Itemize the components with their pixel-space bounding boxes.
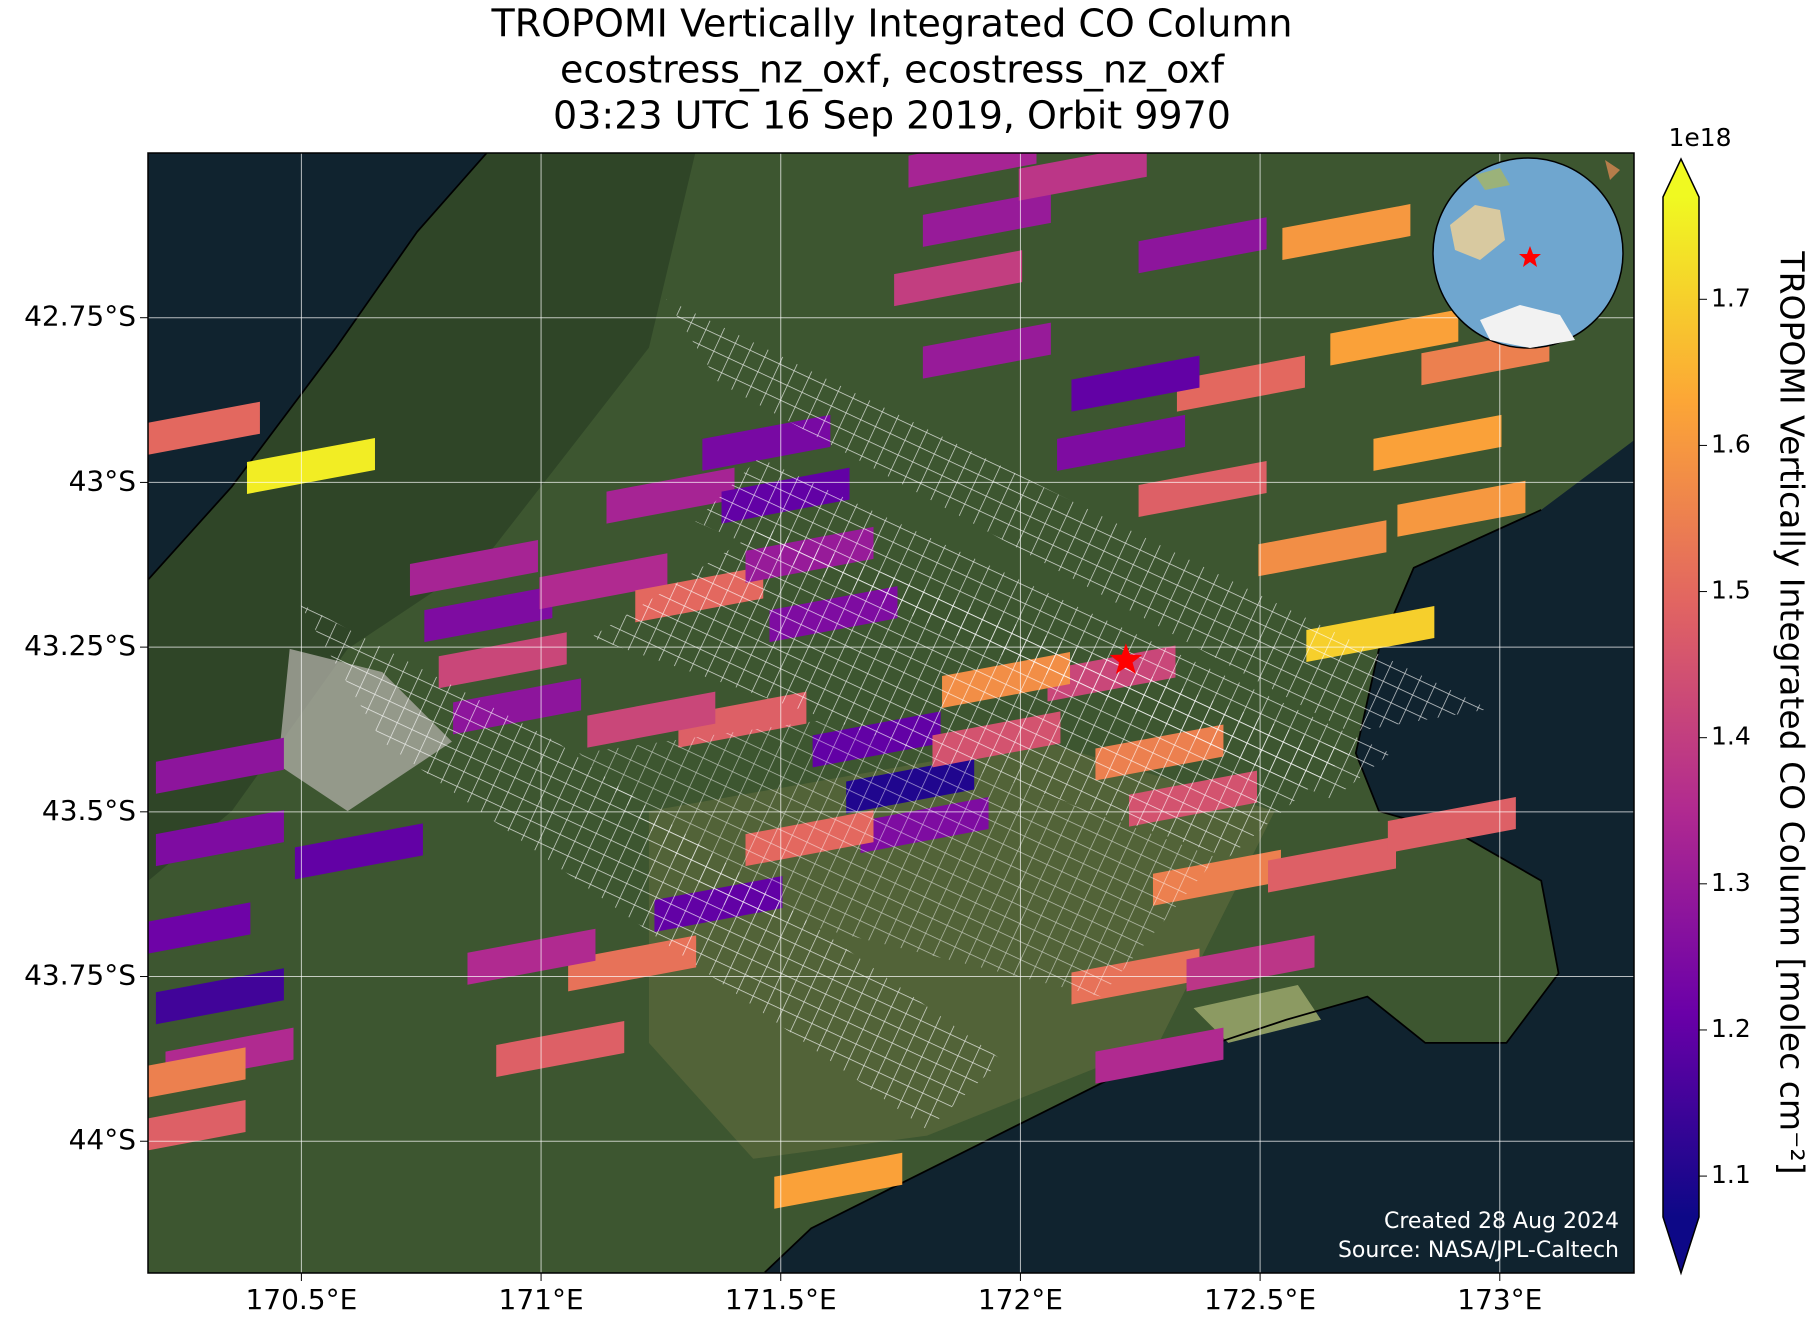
co-pixel <box>1138 217 1267 274</box>
co-pixel <box>1330 309 1459 366</box>
co-pixel <box>155 737 284 794</box>
y-tick-label: 43°S <box>69 464 136 497</box>
site-marker <box>1109 643 1143 675</box>
co-pixel <box>496 1021 625 1077</box>
co-pixel <box>774 1152 903 1209</box>
co-pixel <box>467 928 596 985</box>
co-pixel <box>539 553 668 610</box>
co-pixel <box>1018 153 1147 201</box>
co-pixel <box>148 1047 246 1098</box>
title-line: TROPOMI Vertically Integrated CO Column <box>491 2 1293 46</box>
co-pixel <box>438 632 567 689</box>
colorbar-tick-label: 1.5 <box>1711 576 1751 605</box>
co-pixel <box>1095 1027 1224 1084</box>
colorbar-tick-label: 1.4 <box>1711 722 1751 751</box>
axes: 170.5°E 171°E 171.5°E 172°E 172.5°E 173°E 42.7… <box>24 300 1542 1316</box>
lake <box>1193 984 1322 1043</box>
y-tick-label: 44°S <box>69 1123 136 1156</box>
co-pixel <box>1387 797 1516 853</box>
co-pixel <box>587 691 716 748</box>
y-tick-label: 43.5°S <box>42 794 136 827</box>
title-line: ecostress_nz_oxf, ecostress_nz_oxf <box>560 48 1226 92</box>
co-pixel <box>1138 461 1267 517</box>
colorbar-tick-label: 1.3 <box>1711 868 1751 897</box>
swath-outline <box>666 298 1490 733</box>
co-pixel <box>894 250 1023 307</box>
co-pixel <box>1258 520 1387 577</box>
co-pixel <box>424 586 553 643</box>
co-pixel <box>148 1100 246 1151</box>
colorbar-body <box>1663 197 1699 1217</box>
co-pixel <box>678 691 807 748</box>
co-pixel <box>568 935 697 992</box>
co-pixel <box>1397 480 1526 537</box>
x-tick-label: 172.5°E <box>1204 1283 1316 1316</box>
footer-source: Source: NASA/JPL-Caltech <box>1338 1238 1619 1263</box>
co-pixel <box>155 968 284 1025</box>
co-pixel <box>1268 836 1397 893</box>
co-pixel <box>908 153 1037 188</box>
co-pixel <box>155 810 284 867</box>
x-tick-label: 173°E <box>1457 1283 1542 1316</box>
x-tick-label: 171°E <box>499 1283 584 1316</box>
co-pixel <box>922 190 1051 247</box>
y-tick-label: 43.75°S <box>24 959 136 992</box>
colorbar-frame <box>1662 157 1700 1276</box>
co-pixel <box>1186 935 1315 992</box>
colorbar-tick-label: 1.6 <box>1711 429 1751 458</box>
colorbar-tick-label: 1.7 <box>1711 283 1751 312</box>
colorbar-label: TROPOMI Vertically Integrated CO Column … <box>1773 250 1812 1174</box>
swath-outline <box>298 602 1003 1130</box>
graticule <box>148 153 1634 1273</box>
co-pixel <box>148 902 251 954</box>
colorbar: 1.1 1.2 1.3 1.4 1.5 1.6 1.7 <box>1662 157 1751 1276</box>
co-pixel <box>922 322 1051 379</box>
co-pixel <box>1282 204 1411 261</box>
colorbar-extend-bottom <box>1663 1217 1699 1273</box>
colorbar-tick-label: 1.1 <box>1711 1160 1751 1189</box>
swath-outline <box>579 718 1217 997</box>
colorbar-extend-top <box>1663 159 1699 197</box>
x-tick-label: 170.5°E <box>245 1283 357 1316</box>
plot-frame <box>147 152 1635 1274</box>
swath-outlines <box>298 298 1490 1130</box>
co-pixel <box>294 823 423 880</box>
site-star <box>1109 643 1143 675</box>
x-tick-label: 171.5°E <box>725 1283 837 1316</box>
co-pixel <box>409 540 538 597</box>
globe-inset <box>1432 157 1624 349</box>
co-pixel <box>1071 355 1200 412</box>
co-pixel <box>702 414 831 471</box>
co-pixel <box>148 401 260 455</box>
footer-created: Created 28 Aug 2024 <box>1384 1209 1619 1234</box>
colorbar-scale: 1e18 <box>1668 123 1731 152</box>
colorbar-tick-label: 1.2 <box>1711 1014 1751 1043</box>
y-tick-label: 43.25°S <box>24 629 136 662</box>
title-line: 03:23 UTC 16 Sep 2019, Orbit 9970 <box>553 94 1231 138</box>
y-tick-label: 42.75°S <box>24 300 136 333</box>
co-pixel <box>1176 355 1305 412</box>
co-pixel <box>1057 414 1186 471</box>
co-pixel <box>246 437 375 494</box>
x-tick-label: 172°E <box>978 1283 1063 1316</box>
co-pixel <box>606 467 735 524</box>
co-pixel <box>1373 414 1502 471</box>
